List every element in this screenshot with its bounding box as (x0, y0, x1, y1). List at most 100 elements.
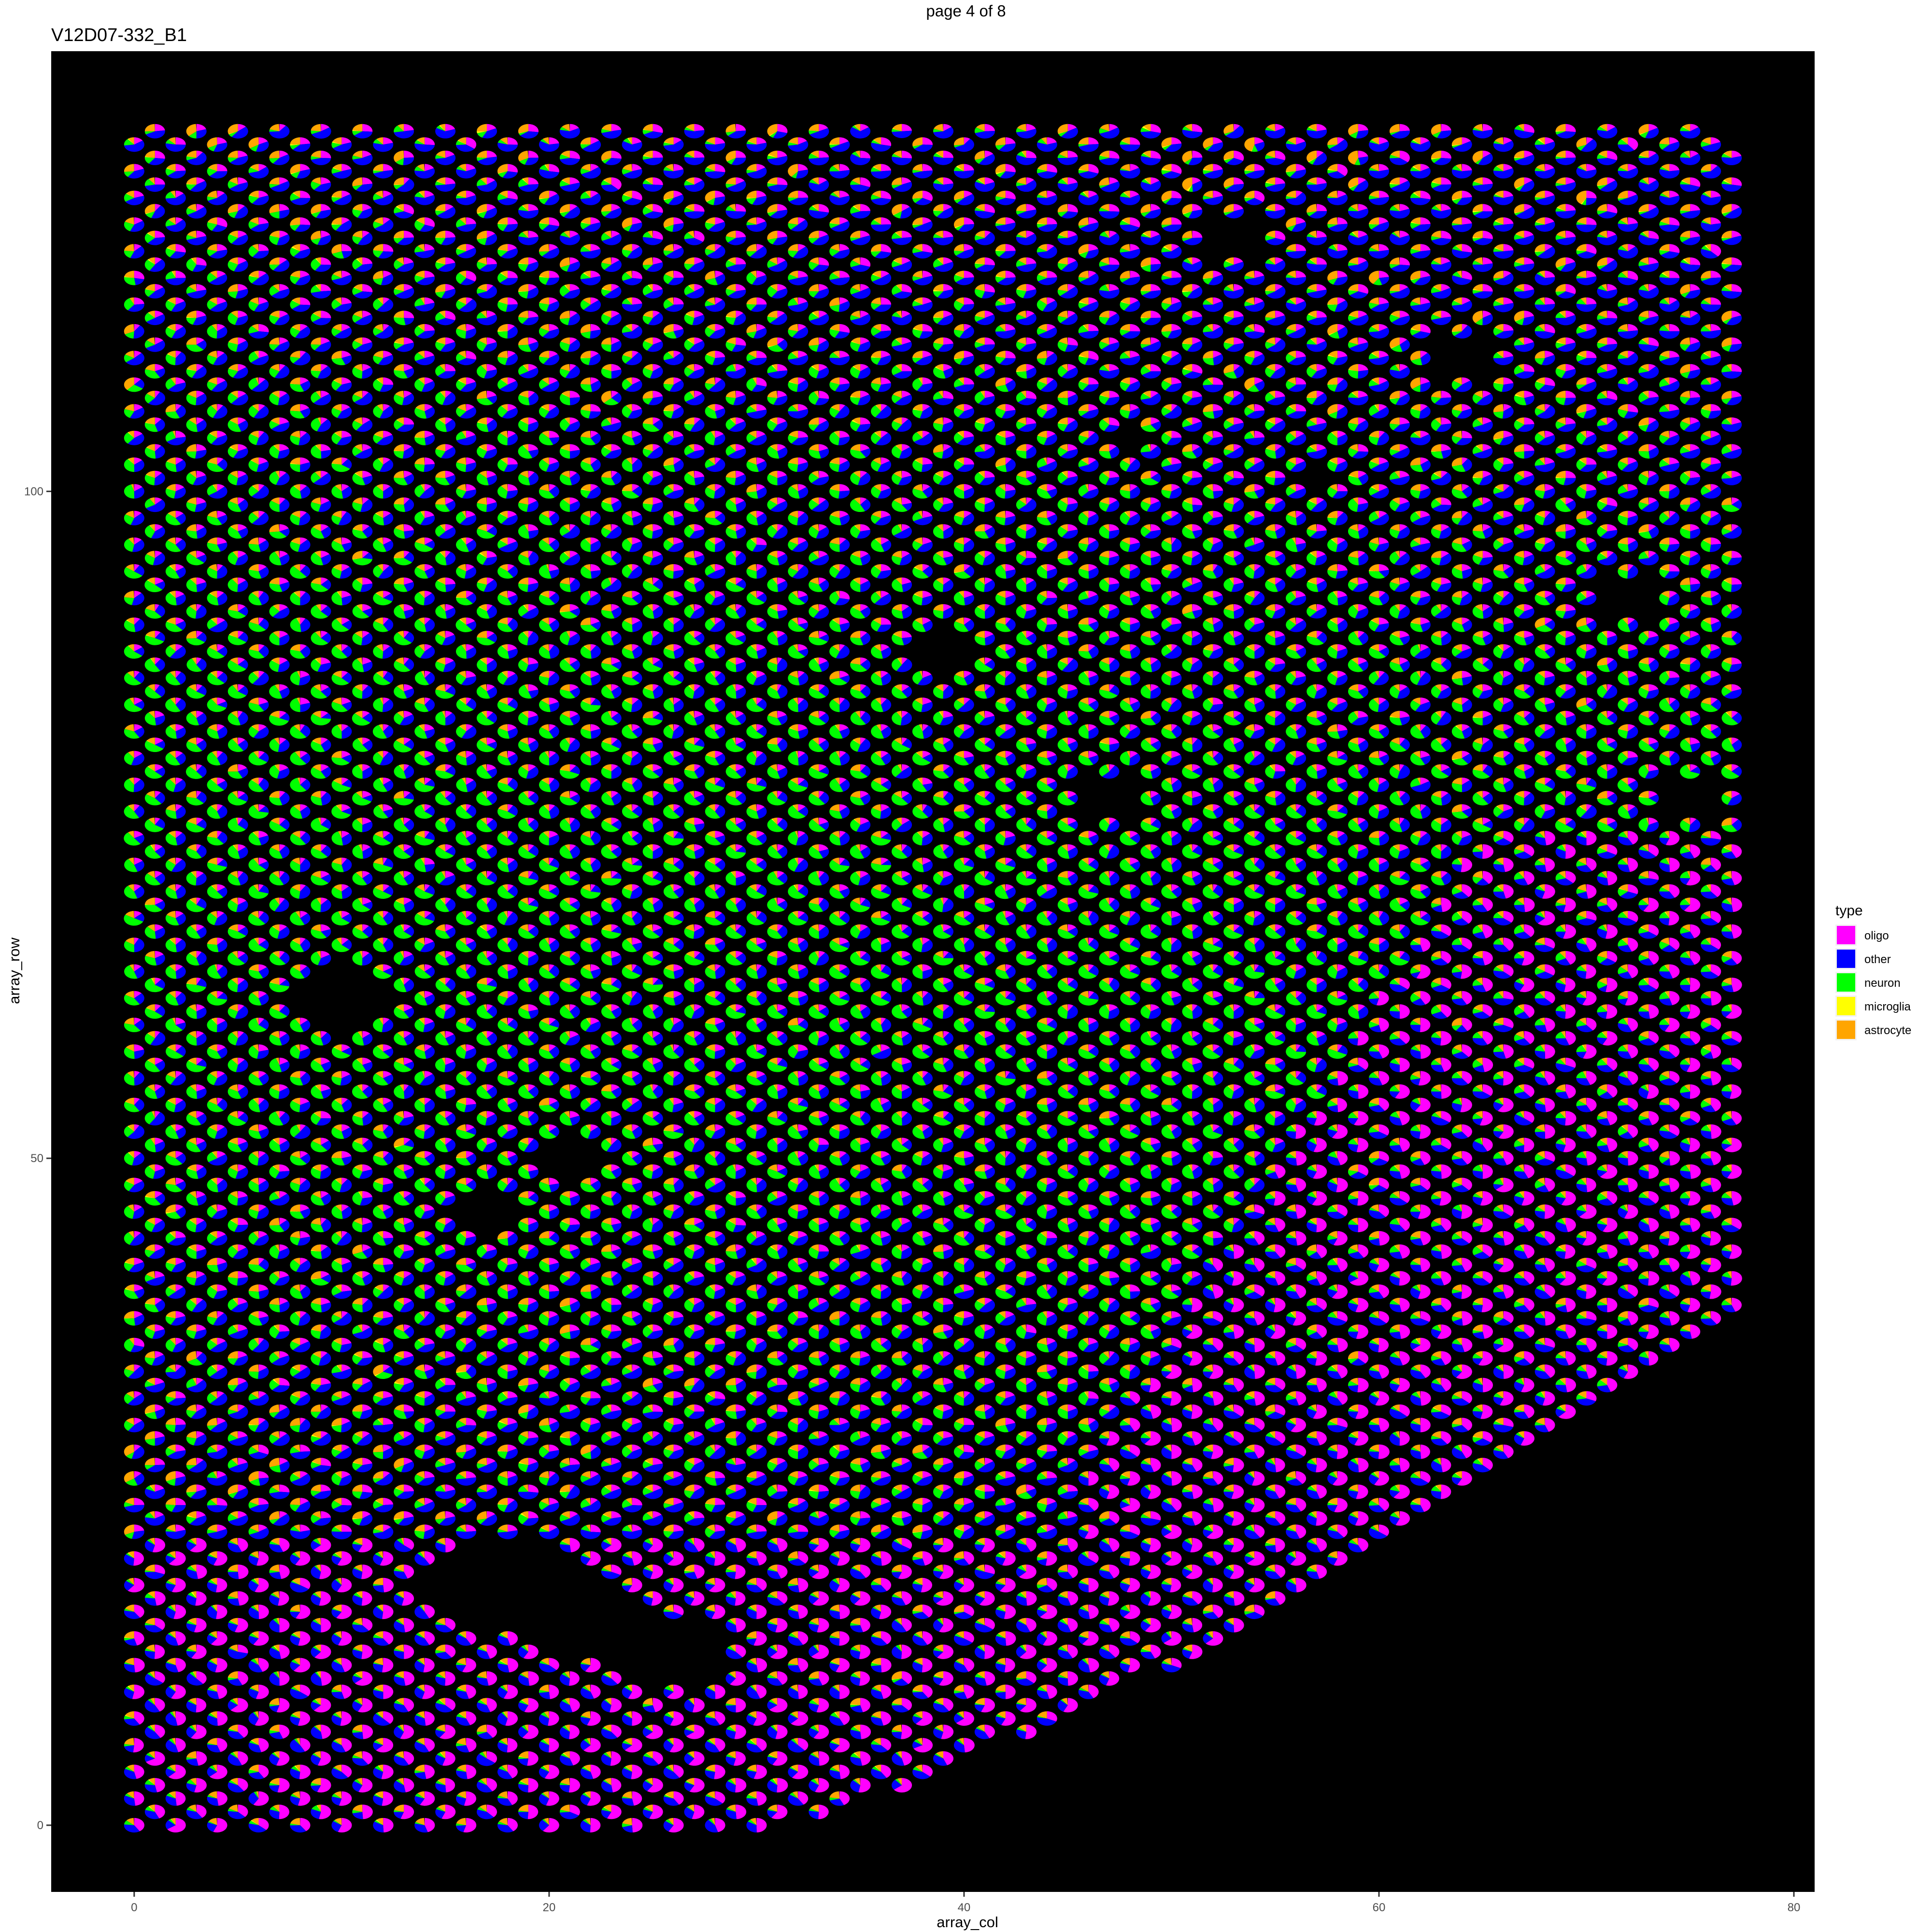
spot-pie (1078, 1391, 1099, 1406)
spot-pie (933, 1698, 953, 1713)
spot-pie (1140, 1404, 1161, 1419)
pie-slice (603, 1806, 611, 1812)
spot-pie (705, 1498, 725, 1513)
pie-slice (207, 1744, 221, 1753)
pie-slice (312, 1805, 321, 1812)
spot-pie (746, 1551, 767, 1566)
spot-pie (373, 1524, 394, 1539)
spot-pie (829, 1391, 850, 1406)
spot-pie (892, 1671, 912, 1686)
spot-pie (705, 1444, 725, 1459)
spot-pie (642, 1591, 663, 1606)
pie-slice (603, 1779, 611, 1786)
spot-pie (809, 1778, 829, 1793)
spot-pie (331, 1471, 352, 1486)
spot-pie (352, 1378, 373, 1392)
pie-slice (333, 1767, 342, 1772)
pie-slice (440, 1751, 446, 1759)
spot-pie (352, 1644, 373, 1659)
spot-pie (1182, 1644, 1203, 1659)
pie-slice (333, 1820, 342, 1825)
pie-slice (357, 1778, 363, 1786)
pie-slice (519, 1751, 528, 1759)
pie-slice (248, 1823, 267, 1833)
spot-pie (165, 1364, 186, 1379)
spot-pie (518, 1778, 539, 1793)
pie-slice (829, 1791, 840, 1799)
spot-pie (269, 1804, 290, 1819)
pie-slice (294, 1765, 300, 1772)
pie-slice (208, 1791, 217, 1799)
spot-pie (1140, 1458, 1161, 1473)
spot-pie (207, 1418, 227, 1433)
pie-slice (915, 1764, 923, 1772)
spot-pie (1037, 1498, 1057, 1513)
spot-pie (248, 1391, 269, 1406)
spot-pie (269, 1537, 290, 1553)
spot-pie (394, 1431, 414, 1446)
spot-pie (414, 1818, 435, 1833)
spot-pie (1016, 1431, 1037, 1446)
pie-slice (415, 1793, 425, 1799)
spot-pie (1534, 1364, 1555, 1379)
spot-pie (539, 1818, 559, 1833)
pie-slice (498, 1766, 508, 1772)
spot-pie (788, 1498, 809, 1513)
spot-pie (352, 1804, 373, 1819)
spot-pie (331, 1818, 352, 1833)
spot-pie (1431, 1484, 1451, 1499)
spot-pie (497, 1684, 518, 1699)
spot-pie (580, 1364, 601, 1379)
spot-pie (1451, 1391, 1472, 1406)
pie-slice (583, 1766, 591, 1772)
pie-slice (134, 1791, 144, 1806)
pie-slice (134, 1818, 144, 1832)
pie-slice (582, 1792, 591, 1799)
spot-pie (186, 1591, 207, 1606)
pie-slice (518, 1757, 528, 1759)
pie-slice (560, 1804, 570, 1812)
spot-pie (642, 1751, 663, 1766)
spot-pie (642, 1778, 663, 1793)
spot-pie (601, 1671, 622, 1686)
pie-slice (217, 1738, 227, 1752)
spot-pie (892, 1591, 912, 1606)
pie-slice (134, 1764, 144, 1779)
spot-pie (290, 1764, 311, 1779)
pie-slice (358, 1778, 373, 1793)
pie-slice (414, 1796, 425, 1805)
pie-slice (238, 1751, 248, 1765)
pie-slice (332, 1793, 342, 1799)
spot-pie (1203, 1498, 1224, 1513)
spot-pie (725, 1404, 746, 1419)
spot-pie (290, 1818, 311, 1833)
spot-pie (1431, 1404, 1451, 1419)
spot-pie (394, 1537, 414, 1552)
pie-slice (539, 1768, 549, 1778)
spot-pie (684, 1458, 705, 1473)
spot-pie (1182, 1591, 1203, 1606)
pie-slice (632, 1791, 642, 1806)
spot-pie (663, 1711, 684, 1726)
pie-slice (394, 1812, 404, 1819)
spot-pie (1120, 1605, 1140, 1619)
spot-pie (269, 1404, 290, 1419)
spot-pie (850, 1618, 870, 1633)
pie-slice (507, 1738, 518, 1753)
spot-pie (352, 1671, 373, 1686)
spot-pie (497, 1791, 518, 1806)
spot-pie (725, 1564, 746, 1579)
spot-pie (1161, 1524, 1182, 1539)
pie-slice (311, 1783, 321, 1786)
pie-slice (642, 1756, 659, 1766)
spot-pie (1576, 1391, 1597, 1406)
spot-pie (1307, 1564, 1327, 1579)
spot-pie (850, 1458, 871, 1473)
pie-slice (231, 1778, 238, 1786)
pie-slice (398, 1778, 404, 1786)
spot-pie (373, 1684, 394, 1699)
spot-pie (788, 1524, 809, 1539)
spot-pie (663, 1791, 684, 1806)
pie-slice (456, 1823, 467, 1826)
spot-pie (186, 1458, 207, 1473)
